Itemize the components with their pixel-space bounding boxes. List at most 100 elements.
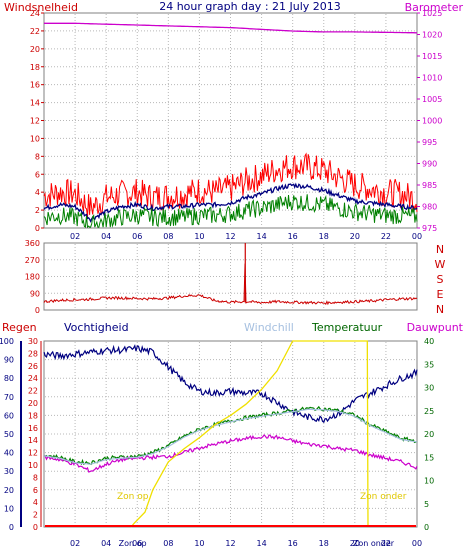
regen-tick-label: 4 <box>33 498 38 507</box>
wind-time-label: 08 <box>163 232 173 241</box>
wind-time-label: 18 <box>319 232 329 241</box>
wind-series-line <box>43 182 418 223</box>
wind-tick-label: 24 <box>30 9 40 18</box>
regen-tick-label: 6 <box>33 486 38 495</box>
temp-tick-label: 25 <box>424 407 434 416</box>
sun-up-label: Zon op <box>117 492 149 502</box>
temp-tick-label: 10 <box>424 477 434 486</box>
humidity-tick-label: 90 <box>4 356 14 365</box>
compass-label: N <box>436 243 444 256</box>
regen-tick-label: 26 <box>28 362 38 371</box>
legend-vochtigheid: Vochtigheid <box>64 321 129 334</box>
temp-tick-label: 5 <box>424 500 429 509</box>
baro-tick-label: 990 <box>422 160 437 169</box>
temp-tick-label: 15 <box>424 453 434 462</box>
humidity-tick-label: 70 <box>4 393 14 402</box>
sun-down-label: Zon onder <box>360 492 407 502</box>
regen-tick-label: 30 <box>28 337 38 346</box>
wind-tick-label: 20 <box>30 45 40 54</box>
direction-panel-frame <box>43 242 418 311</box>
legend-temperatuur: Temperatuur <box>311 321 383 334</box>
climate-time-label: 02 <box>70 539 80 548</box>
temp-tick-label: 20 <box>424 430 434 439</box>
sunset-time-label: Zon onder <box>353 539 395 548</box>
baro-tick-label: 1010 <box>422 74 442 83</box>
temp-tick-label: 35 <box>424 360 434 369</box>
wind-time-label: 10 <box>194 232 204 241</box>
regen-tick-label: 22 <box>28 387 38 396</box>
humidity-tick-label: 100 <box>0 337 14 346</box>
legend-dauwpunt: Dauwpunt <box>407 321 464 334</box>
dir-tick-label: 0 <box>35 306 40 315</box>
wind-tick-label: 6 <box>35 170 40 179</box>
climate-series-line <box>43 408 418 465</box>
baro-tick-label: 1025 <box>422 9 442 18</box>
baro-tick-label: 985 <box>422 181 437 190</box>
wind-tick-label: 2 <box>35 206 40 215</box>
sun-line <box>130 340 369 528</box>
dir-tick-label: 180 <box>25 273 40 282</box>
wind-time-label: 04 <box>101 232 111 241</box>
dir-tick-label: 270 <box>25 256 40 265</box>
sunrise-time-label: Zon op <box>119 539 147 548</box>
climate-time-label: 14 <box>256 539 266 548</box>
dir-tick-label: 360 <box>25 239 40 248</box>
temp-tick-label: 0 <box>424 523 429 532</box>
regen-tick-label: 16 <box>28 424 38 433</box>
wind-time-label: 00 <box>412 232 422 241</box>
regen-tick-label: 8 <box>33 473 38 482</box>
climate-time-label: 12 <box>225 539 235 548</box>
baro-tick-label: 1020 <box>422 31 442 40</box>
regen-tick-label: 18 <box>28 411 38 420</box>
compass-label: W <box>435 258 446 271</box>
baro-tick-label: 1005 <box>422 95 442 104</box>
wind-tick-label: 8 <box>35 152 40 161</box>
regen-tick-label: 20 <box>28 399 38 408</box>
humidity-tick-label: 60 <box>4 411 14 420</box>
climate-time-label: 08 <box>163 539 173 548</box>
regen-tick-label: 12 <box>28 449 38 458</box>
baro-tick-label: 995 <box>422 138 437 147</box>
wind-time-label: 20 <box>350 232 360 241</box>
wind-series <box>43 22 418 229</box>
wind-tick-label: 16 <box>30 81 40 90</box>
wind-axis-title: Windsnelheid <box>4 1 78 14</box>
baro-axis-title: Barometer <box>405 1 464 14</box>
wind-tick-label: 0 <box>35 224 40 233</box>
wind-tick-label: 22 <box>30 27 40 36</box>
wind-time-label: 02 <box>70 232 80 241</box>
humidity-tick-label: 40 <box>4 449 14 458</box>
wind-time-label: 14 <box>256 232 266 241</box>
wind-tick-label: 14 <box>30 99 40 108</box>
legend-regen: Regen <box>2 321 37 334</box>
regen-tick-label: 24 <box>28 374 38 383</box>
climate-time-label: 16 <box>288 539 298 548</box>
axis-labels: 0246810121416182022249759809859909951000… <box>0 9 446 548</box>
climate-time-label: 00 <box>412 539 422 548</box>
humidity-tick-label: 10 <box>4 504 14 513</box>
wind-tick-label: 18 <box>30 63 40 72</box>
regen-tick-label: 0 <box>33 523 38 532</box>
wind-time-label: 12 <box>225 232 235 241</box>
baro-tick-label: 1015 <box>422 52 442 61</box>
wind-tick-label: 4 <box>35 188 40 197</box>
regen-tick-label: 2 <box>33 511 38 520</box>
compass-label: E <box>437 288 444 301</box>
wind-tick-label: 12 <box>30 117 40 126</box>
climate-series-line <box>43 434 418 473</box>
climate-time-label: 22 <box>381 539 391 548</box>
compass-label: N <box>436 303 444 316</box>
baro-tick-label: 980 <box>422 203 437 212</box>
baro-tick-label: 1000 <box>422 117 442 126</box>
compass-label: S <box>437 273 444 286</box>
wind-series-line <box>43 194 418 229</box>
climate-time-label: 06 <box>132 539 142 548</box>
humidity-tick-label: 30 <box>4 467 14 476</box>
wind-time-label: 16 <box>288 232 298 241</box>
climate-series <box>43 340 418 528</box>
temp-tick-label: 40 <box>424 337 434 346</box>
wind-time-label: 22 <box>381 232 391 241</box>
legend-windchill: Windchill <box>244 321 294 334</box>
